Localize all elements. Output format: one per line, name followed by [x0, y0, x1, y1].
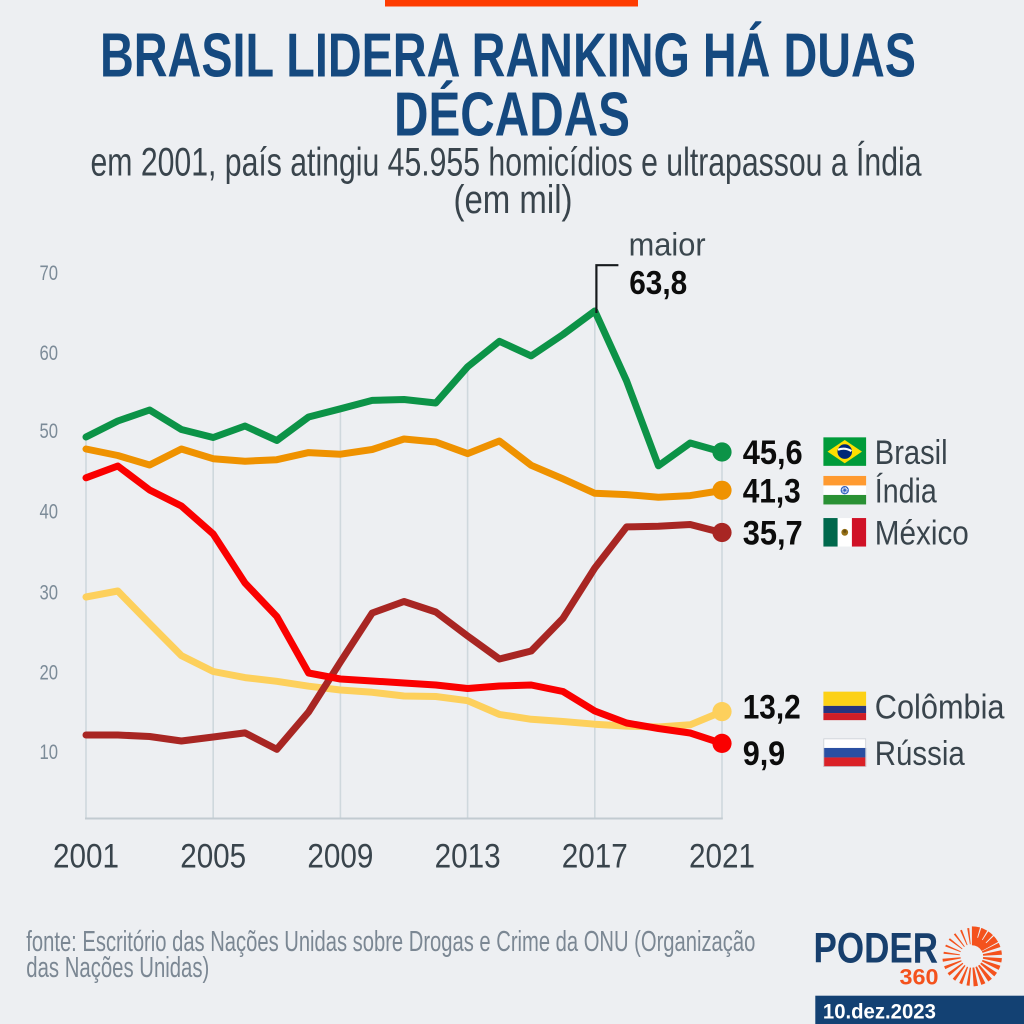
svg-text:2009: 2009 [307, 838, 373, 876]
svg-text:10.dez.2023: 10.dez.2023 [823, 1000, 936, 1023]
svg-text:Índia: Índia [875, 473, 937, 511]
svg-text:em 2001, país atingiu 45.955 h: em 2001, país atingiu 45.955 homicídios … [91, 140, 923, 185]
svg-text:60: 60 [40, 342, 59, 365]
svg-text:35,7: 35,7 [743, 515, 803, 553]
svg-text:10: 10 [40, 741, 59, 764]
svg-text:13,2: 13,2 [743, 688, 801, 726]
svg-text:(em mil): (em mil) [454, 178, 573, 222]
svg-text:9,9: 9,9 [743, 735, 786, 773]
svg-text:DÉCADAS: DÉCADAS [394, 81, 630, 150]
svg-text:360: 360 [900, 964, 939, 989]
svg-text:2021: 2021 [689, 838, 755, 876]
svg-text:2013: 2013 [435, 838, 501, 876]
svg-text:BRASIL LIDERA RANKING HÁ DUAS: BRASIL LIDERA RANKING HÁ DUAS [100, 22, 916, 91]
svg-text:fonte: Escritório das Nações U: fonte: Escritório das Nações Unidas sobr… [26, 926, 755, 958]
svg-text:Brasil: Brasil [875, 434, 948, 472]
svg-text:70: 70 [40, 262, 59, 285]
svg-text:40: 40 [40, 500, 59, 523]
svg-text:2005: 2005 [180, 838, 246, 876]
svg-text:Rússia: Rússia [875, 735, 965, 773]
svg-text:30: 30 [40, 581, 59, 604]
svg-text:México: México [875, 515, 969, 553]
svg-text:45,6: 45,6 [743, 434, 803, 472]
svg-text:2001: 2001 [53, 838, 119, 876]
svg-text:41,3: 41,3 [743, 473, 801, 511]
svg-text:20: 20 [40, 662, 59, 685]
svg-text:63,8: 63,8 [629, 264, 687, 301]
svg-text:2017: 2017 [562, 838, 628, 876]
svg-text:PODER: PODER [814, 926, 939, 973]
svg-text:50: 50 [40, 420, 59, 443]
svg-text:das Nações Unidas): das Nações Unidas) [26, 952, 209, 984]
svg-text:Colômbia: Colômbia [875, 688, 1005, 726]
svg-text:maior: maior [629, 226, 706, 262]
